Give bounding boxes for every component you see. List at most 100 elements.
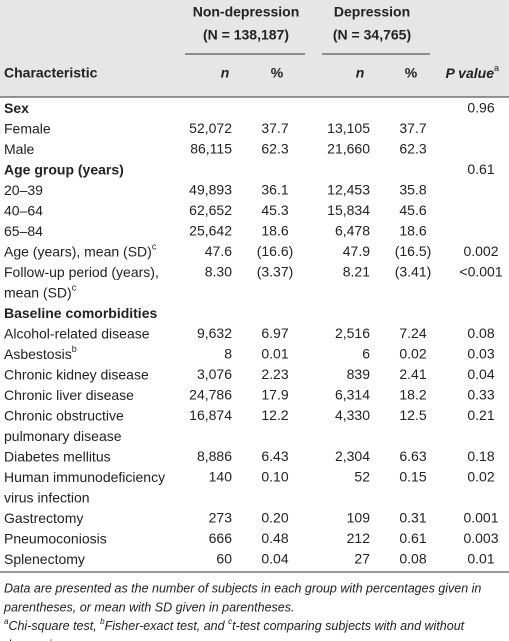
- footnote-mark: b: [100, 617, 105, 626]
- column-header: %: [405, 65, 418, 81]
- footnote-mark: a: [494, 63, 499, 73]
- row-label: Gastrectomy: [4, 510, 83, 526]
- cell: 45.6: [399, 202, 426, 218]
- row-label: Baseline comorbidities: [4, 305, 157, 321]
- cell: 0.01: [261, 346, 288, 362]
- cell: 8,886: [197, 448, 232, 464]
- cell: (3.41): [395, 264, 432, 280]
- cell: 7.24: [399, 325, 426, 341]
- label-text: Gastrectomy: [4, 510, 83, 526]
- cell: 12.5: [399, 407, 426, 423]
- p-header: P value: [445, 65, 494, 81]
- label-text: 40–64: [4, 202, 43, 218]
- footnote-text: Chi-square test,: [8, 619, 100, 633]
- footnote: aChi-square test, bFisher-exact test, an…: [4, 617, 465, 633]
- group-size: (N = 138,187): [203, 27, 289, 43]
- cell: 6: [362, 346, 370, 362]
- cell: (16.6): [257, 243, 294, 259]
- cell: (16.5): [395, 243, 432, 259]
- cell: 45.3: [261, 202, 288, 218]
- label-text: Female: [4, 120, 51, 136]
- cell: 47.6: [205, 243, 232, 259]
- cell: 0.15: [399, 469, 426, 485]
- row-label: Pneumoconiosis: [4, 530, 107, 546]
- cell: 6.63: [399, 448, 426, 464]
- cell: 212: [347, 530, 371, 546]
- label-text: Asbestosis: [4, 346, 72, 362]
- cell: 21,660: [327, 141, 370, 157]
- cell: 37.7: [261, 120, 288, 136]
- row-label: 40–64: [4, 202, 43, 218]
- cell: 0.33: [467, 387, 494, 403]
- footnote-mark: c: [152, 242, 157, 252]
- cell: 35.8: [399, 182, 426, 198]
- header-background: [0, 0, 509, 97]
- label-text: Chronic liver disease: [4, 387, 134, 403]
- row-label: Human immunodeficiency: [4, 469, 165, 485]
- row-label: Diabetes mellitus: [4, 448, 111, 464]
- cell: 86,115: [190, 141, 232, 157]
- cell: 52,072: [189, 120, 232, 136]
- cell: 0.61: [467, 161, 494, 177]
- cell: 0.04: [467, 366, 494, 382]
- label-text: Splenectomy: [4, 551, 85, 567]
- row-label: Chronic obstructive: [4, 407, 124, 423]
- cell: 62.3: [399, 141, 426, 157]
- group-size: (N = 34,765): [333, 27, 411, 43]
- label-text: Sex: [4, 100, 29, 116]
- label-text: pulmonary disease: [4, 428, 122, 444]
- cell: 2.41: [399, 366, 426, 382]
- cell: 0.31: [399, 510, 426, 526]
- row-label: Female: [4, 120, 51, 136]
- cell: 839: [347, 366, 371, 382]
- cell: 17.9: [261, 387, 288, 403]
- footnote: Data are presented as the number of subj…: [4, 581, 481, 595]
- cell: (3.37): [257, 264, 294, 280]
- cell: 6,478: [335, 223, 370, 239]
- footnote-text: t-test comparing subjects with and witho…: [232, 619, 465, 633]
- footnote-mark: c: [228, 617, 232, 626]
- row-label: Splenectomy: [4, 551, 85, 567]
- label-text: 65–84: [4, 223, 43, 239]
- cell: 0.01: [467, 551, 494, 567]
- cell: 0.48: [261, 530, 288, 546]
- label-text: virus infection: [4, 489, 90, 505]
- group-header: Depression: [334, 4, 410, 20]
- cell: 15,834: [327, 202, 370, 218]
- label-text: Baseline comorbidities: [4, 305, 157, 321]
- footnote-mark: c: [72, 283, 77, 293]
- cell: 2,304: [335, 448, 370, 464]
- row-label: Asbestosisb: [4, 344, 77, 361]
- cell: 4,330: [335, 407, 370, 423]
- cell: 27: [354, 551, 370, 567]
- row-label: Follow-up period (years),: [4, 264, 159, 280]
- row-label: mean (SD)c: [4, 283, 77, 300]
- cell: 140: [209, 469, 233, 485]
- column-header: P valuea: [445, 63, 499, 80]
- row-label: 65–84: [4, 223, 43, 239]
- cell: 6.43: [261, 448, 288, 464]
- cell: 0.08: [399, 551, 426, 567]
- cell: 6,314: [335, 387, 370, 403]
- cell: 16,874: [189, 407, 232, 423]
- cell: 0.21: [467, 407, 494, 423]
- column-header: Characteristic: [4, 65, 98, 81]
- row-label: Age group (years): [4, 161, 124, 177]
- column-header: %: [271, 65, 284, 81]
- cell: 18.6: [399, 223, 426, 239]
- cell: 36.1: [261, 182, 288, 198]
- row-label: virus infection: [4, 489, 90, 505]
- cell: 49,893: [189, 182, 232, 198]
- cell: 12.2: [261, 407, 288, 423]
- cell: 0.001: [463, 510, 498, 526]
- footnote: parentheses, or mean with SD given in pa…: [3, 600, 294, 614]
- cell: 18.2: [399, 387, 426, 403]
- cell: 0.20: [261, 510, 288, 526]
- footnote: depression.: [4, 638, 69, 641]
- cell: 24,786: [189, 387, 232, 403]
- cell: 666: [209, 530, 233, 546]
- column-header: n: [356, 65, 365, 81]
- cell: 273: [209, 510, 233, 526]
- label-text: Male: [4, 141, 35, 157]
